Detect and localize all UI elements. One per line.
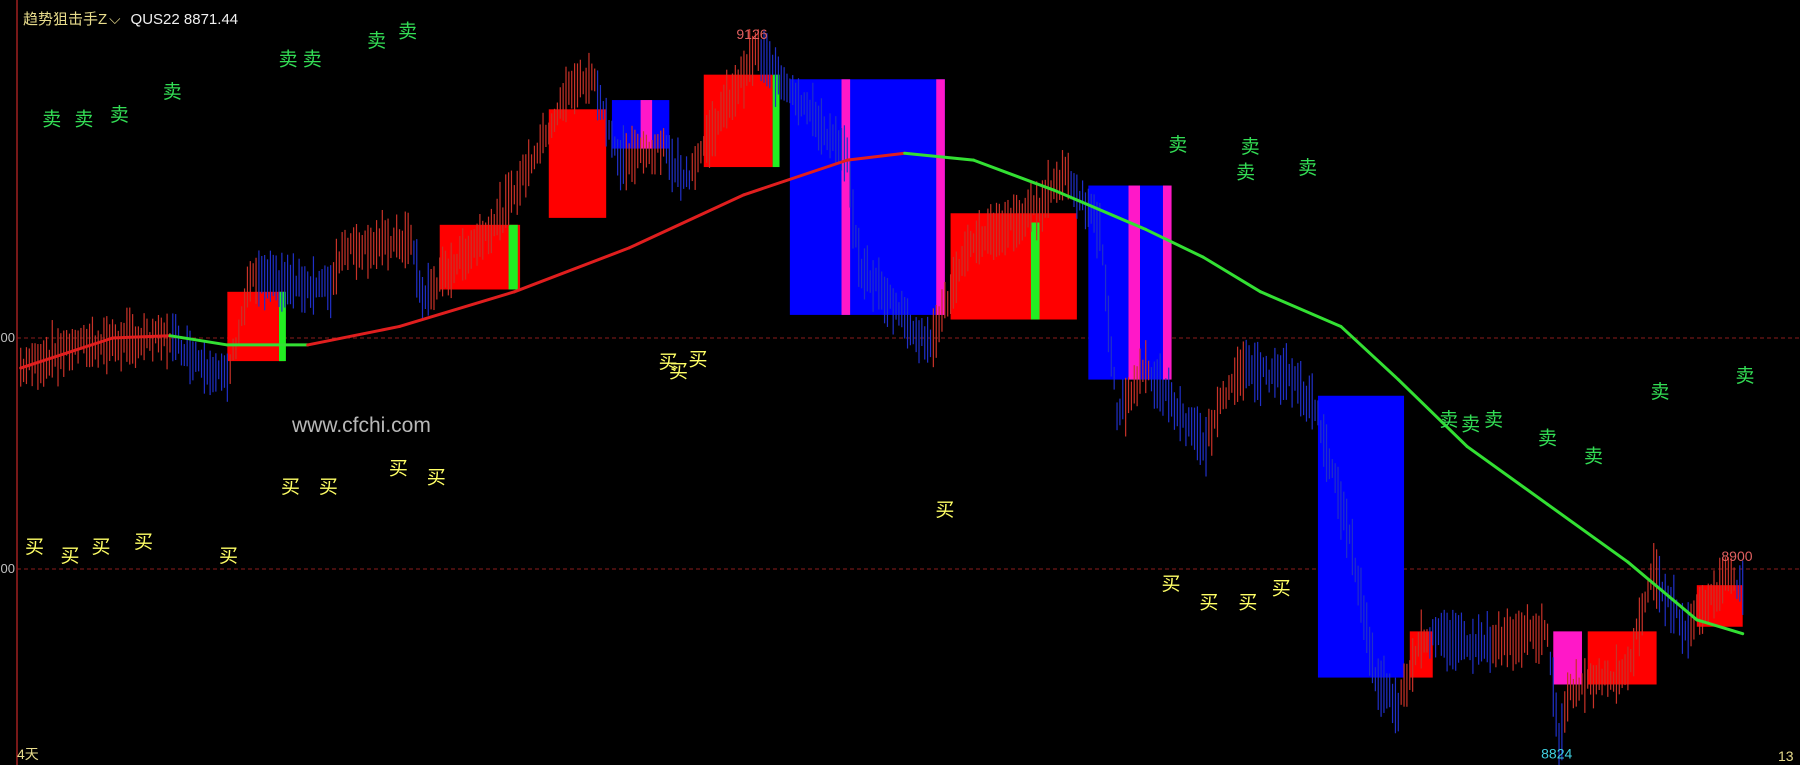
indicator-name[interactable]: 趋势狙击手Z	[23, 11, 108, 28]
buy-signal: 买	[427, 467, 446, 489]
red-block	[548, 109, 607, 218]
sell-signal: 卖	[42, 108, 61, 130]
sell-signal: 卖	[1298, 157, 1317, 179]
buy-signal: 买	[61, 545, 80, 567]
moving-average-segment	[1626, 560, 1699, 622]
sell-signal: 卖	[1484, 409, 1503, 431]
buy-signal: 买	[389, 457, 408, 479]
sell-signal: 卖	[398, 21, 417, 43]
buy-signal: 买	[669, 360, 688, 382]
moving-average-segment	[845, 151, 907, 162]
buy-signal: 买	[219, 545, 238, 567]
buy-signal: 买	[1238, 591, 1257, 613]
chevron-down-icon[interactable]: ⌵	[109, 11, 121, 28]
moving-average-segment	[1201, 255, 1263, 294]
magenta-block	[841, 79, 851, 315]
buy-signal: 买	[1161, 573, 1180, 595]
sell-signal: 卖	[303, 48, 322, 70]
moving-average-segment	[1396, 378, 1469, 449]
sell-signal: 卖	[1735, 365, 1754, 387]
moving-average-segment	[306, 324, 402, 347]
sell-signal: 卖	[1538, 427, 1557, 449]
magenta-block	[936, 79, 945, 315]
moving-average-segment	[1052, 188, 1148, 231]
sell-signal: 卖	[1651, 381, 1670, 403]
moving-average-segment	[1259, 290, 1343, 328]
green-block	[772, 74, 780, 168]
moving-average-segment	[972, 158, 1056, 192]
moving-average-segment	[398, 290, 516, 328]
moving-average-segment	[19, 336, 115, 370]
chart-header: 趋势狙击手Z ⌵ QUS22 8871.44	[23, 8, 238, 29]
moving-average-segment	[168, 334, 229, 347]
sell-signal: 卖	[1584, 446, 1603, 468]
moving-average-segment	[512, 246, 631, 294]
buy-signal: 买	[935, 499, 954, 521]
buy-signal: 买	[659, 351, 678, 373]
price-annotation-8824: 8824	[1541, 746, 1572, 762]
price-annotation-9126: 9126	[736, 26, 767, 42]
magenta-block	[1162, 185, 1172, 380]
green-block	[508, 224, 518, 290]
moving-average-segment	[1546, 502, 1630, 564]
moving-average-segment	[1695, 618, 1745, 636]
magenta-block	[640, 100, 653, 149]
buy-signal: 买	[134, 531, 153, 553]
sell-signal: 卖	[74, 108, 93, 130]
moving-average-segment	[1144, 227, 1205, 259]
sell-signal: 卖	[1461, 413, 1480, 435]
buy-signal: 买	[1272, 577, 1291, 599]
buy-signal: 买	[92, 536, 111, 558]
moving-average-segment	[903, 151, 976, 162]
buy-signal: 买	[319, 476, 338, 498]
axis-label-8900: 8900	[0, 561, 15, 576]
sell-signal: 卖	[1168, 134, 1187, 156]
sell-signal: 卖	[110, 104, 129, 126]
buy-signal: 买	[25, 536, 44, 558]
price-annotation-8900: 8900	[1721, 548, 1752, 564]
magenta-block	[1128, 185, 1140, 380]
blue-block	[1317, 395, 1405, 678]
period-label: 4天	[17, 746, 39, 762]
moving-average-segment	[742, 158, 849, 197]
sell-signal: 卖	[1236, 162, 1255, 184]
moving-average-segment	[1339, 324, 1400, 382]
axis-label-9000: 9000	[0, 330, 15, 345]
buy-signal: 买	[1199, 591, 1218, 613]
sell-signal: 卖	[1241, 136, 1260, 158]
sell-signal: 卖	[367, 30, 386, 52]
green-block	[1030, 222, 1040, 320]
green-block	[279, 291, 286, 362]
watermark: www.cfchi.com	[292, 414, 431, 437]
moving-average-segment	[1465, 445, 1550, 506]
moving-average-segment	[627, 193, 746, 250]
sell-signal: 卖	[163, 81, 182, 103]
symbol-quote: QUS22 8871.44	[130, 11, 239, 28]
moving-average-segment	[111, 334, 172, 340]
sell-signal: 卖	[279, 48, 298, 70]
buy-signal: 买	[689, 349, 708, 371]
sell-signal: 卖	[1439, 409, 1458, 431]
buy-signal: 买	[281, 476, 300, 498]
bottom-right-label: 13	[1778, 748, 1794, 764]
